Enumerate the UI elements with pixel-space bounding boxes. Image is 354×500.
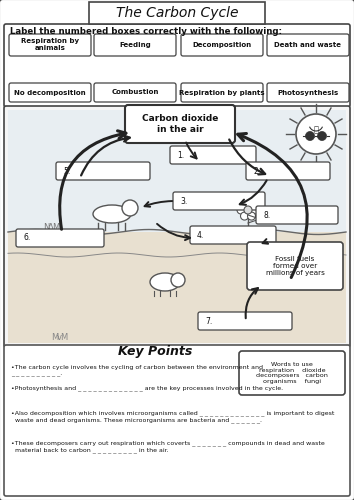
Text: 5.: 5. bbox=[63, 166, 70, 175]
FancyBboxPatch shape bbox=[8, 110, 346, 232]
Text: •Also decomposition which involves microorganisms called _ _ _ _ _ _ _ _ _ _ _ _: •Also decomposition which involves micro… bbox=[11, 410, 335, 423]
Text: Feeding: Feeding bbox=[119, 42, 151, 48]
Text: 2.: 2. bbox=[253, 166, 260, 175]
FancyBboxPatch shape bbox=[173, 192, 265, 210]
FancyBboxPatch shape bbox=[4, 106, 350, 347]
FancyBboxPatch shape bbox=[267, 34, 349, 56]
Circle shape bbox=[296, 114, 336, 154]
FancyBboxPatch shape bbox=[56, 162, 150, 180]
FancyBboxPatch shape bbox=[181, 34, 263, 56]
Circle shape bbox=[240, 212, 249, 220]
Text: 4.: 4. bbox=[197, 230, 204, 239]
Circle shape bbox=[122, 200, 138, 216]
FancyBboxPatch shape bbox=[198, 312, 292, 330]
FancyBboxPatch shape bbox=[89, 2, 265, 24]
Text: $\mathsf{n\!v\!n}$: $\mathsf{n\!v\!n}$ bbox=[208, 232, 222, 241]
Text: Respiration by plants: Respiration by plants bbox=[179, 90, 265, 96]
FancyBboxPatch shape bbox=[94, 83, 176, 102]
Text: Words to use
respiration    dioxide
decomposers   carbon
organisms    fungi: Words to use respiration dioxide decompo… bbox=[256, 362, 328, 384]
Text: •These decomposers carry out respiration which coverts _ _ _ _ _ _ _ compounds i: •These decomposers carry out respiration… bbox=[11, 440, 325, 453]
Circle shape bbox=[247, 212, 256, 220]
FancyBboxPatch shape bbox=[16, 229, 104, 247]
Text: 8.: 8. bbox=[263, 210, 270, 220]
Circle shape bbox=[244, 206, 252, 214]
Text: •Photosynthesis and _ _ _ _ _ _ _ _ _ _ _ _ _ are the key processes involved in : •Photosynthesis and _ _ _ _ _ _ _ _ _ _ … bbox=[11, 385, 283, 390]
Ellipse shape bbox=[150, 273, 180, 291]
Text: The Carbon Cycle: The Carbon Cycle bbox=[116, 6, 238, 20]
FancyBboxPatch shape bbox=[8, 232, 346, 343]
Text: Photosynthesis: Photosynthesis bbox=[278, 90, 339, 96]
FancyBboxPatch shape bbox=[9, 34, 91, 56]
FancyBboxPatch shape bbox=[256, 206, 338, 224]
FancyBboxPatch shape bbox=[247, 242, 343, 290]
Text: 6.: 6. bbox=[23, 234, 30, 242]
Text: 3.: 3. bbox=[180, 196, 187, 205]
Circle shape bbox=[247, 200, 256, 208]
Text: Carbon dioxide
in the air: Carbon dioxide in the air bbox=[142, 114, 218, 134]
Text: Death and waste: Death and waste bbox=[274, 42, 342, 48]
Circle shape bbox=[251, 206, 259, 214]
Text: 7.: 7. bbox=[205, 316, 212, 326]
FancyBboxPatch shape bbox=[125, 105, 235, 143]
FancyBboxPatch shape bbox=[170, 146, 256, 164]
FancyBboxPatch shape bbox=[4, 345, 350, 496]
Text: - -: - - bbox=[312, 135, 320, 141]
FancyBboxPatch shape bbox=[267, 83, 349, 102]
Circle shape bbox=[306, 132, 314, 140]
FancyBboxPatch shape bbox=[9, 83, 91, 102]
FancyBboxPatch shape bbox=[94, 34, 176, 56]
FancyBboxPatch shape bbox=[4, 24, 350, 107]
FancyBboxPatch shape bbox=[181, 83, 263, 102]
Text: $\mathsf{M\!v\!M}$: $\mathsf{M\!v\!M}$ bbox=[51, 332, 69, 342]
Circle shape bbox=[318, 132, 326, 140]
Ellipse shape bbox=[93, 205, 131, 223]
FancyBboxPatch shape bbox=[246, 162, 330, 180]
Circle shape bbox=[171, 273, 185, 287]
FancyBboxPatch shape bbox=[190, 226, 276, 244]
Circle shape bbox=[240, 200, 249, 208]
Text: ⌣: ⌣ bbox=[314, 126, 319, 134]
Text: 1.: 1. bbox=[177, 150, 184, 160]
Text: No decomposition: No decomposition bbox=[14, 90, 86, 96]
Text: Decomposition: Decomposition bbox=[193, 42, 252, 48]
Text: Label the numbered boxes correctly with the following:: Label the numbered boxes correctly with … bbox=[10, 26, 282, 36]
FancyBboxPatch shape bbox=[239, 351, 345, 395]
Text: Fossil fuels
formed over
millions of years: Fossil fuels formed over millions of yea… bbox=[266, 256, 324, 276]
Text: $\mathsf{N\!\Lambda\!M}$: $\mathsf{N\!\Lambda\!M}$ bbox=[43, 222, 61, 232]
Text: •The carbon cycle involves the cycling of carbon between the environment and
_ _: •The carbon cycle involves the cycling o… bbox=[11, 365, 263, 378]
Circle shape bbox=[237, 206, 245, 214]
Text: Respiration by
animals: Respiration by animals bbox=[21, 38, 79, 52]
Text: Key Points: Key Points bbox=[118, 346, 192, 358]
Text: Combustion: Combustion bbox=[111, 90, 159, 96]
